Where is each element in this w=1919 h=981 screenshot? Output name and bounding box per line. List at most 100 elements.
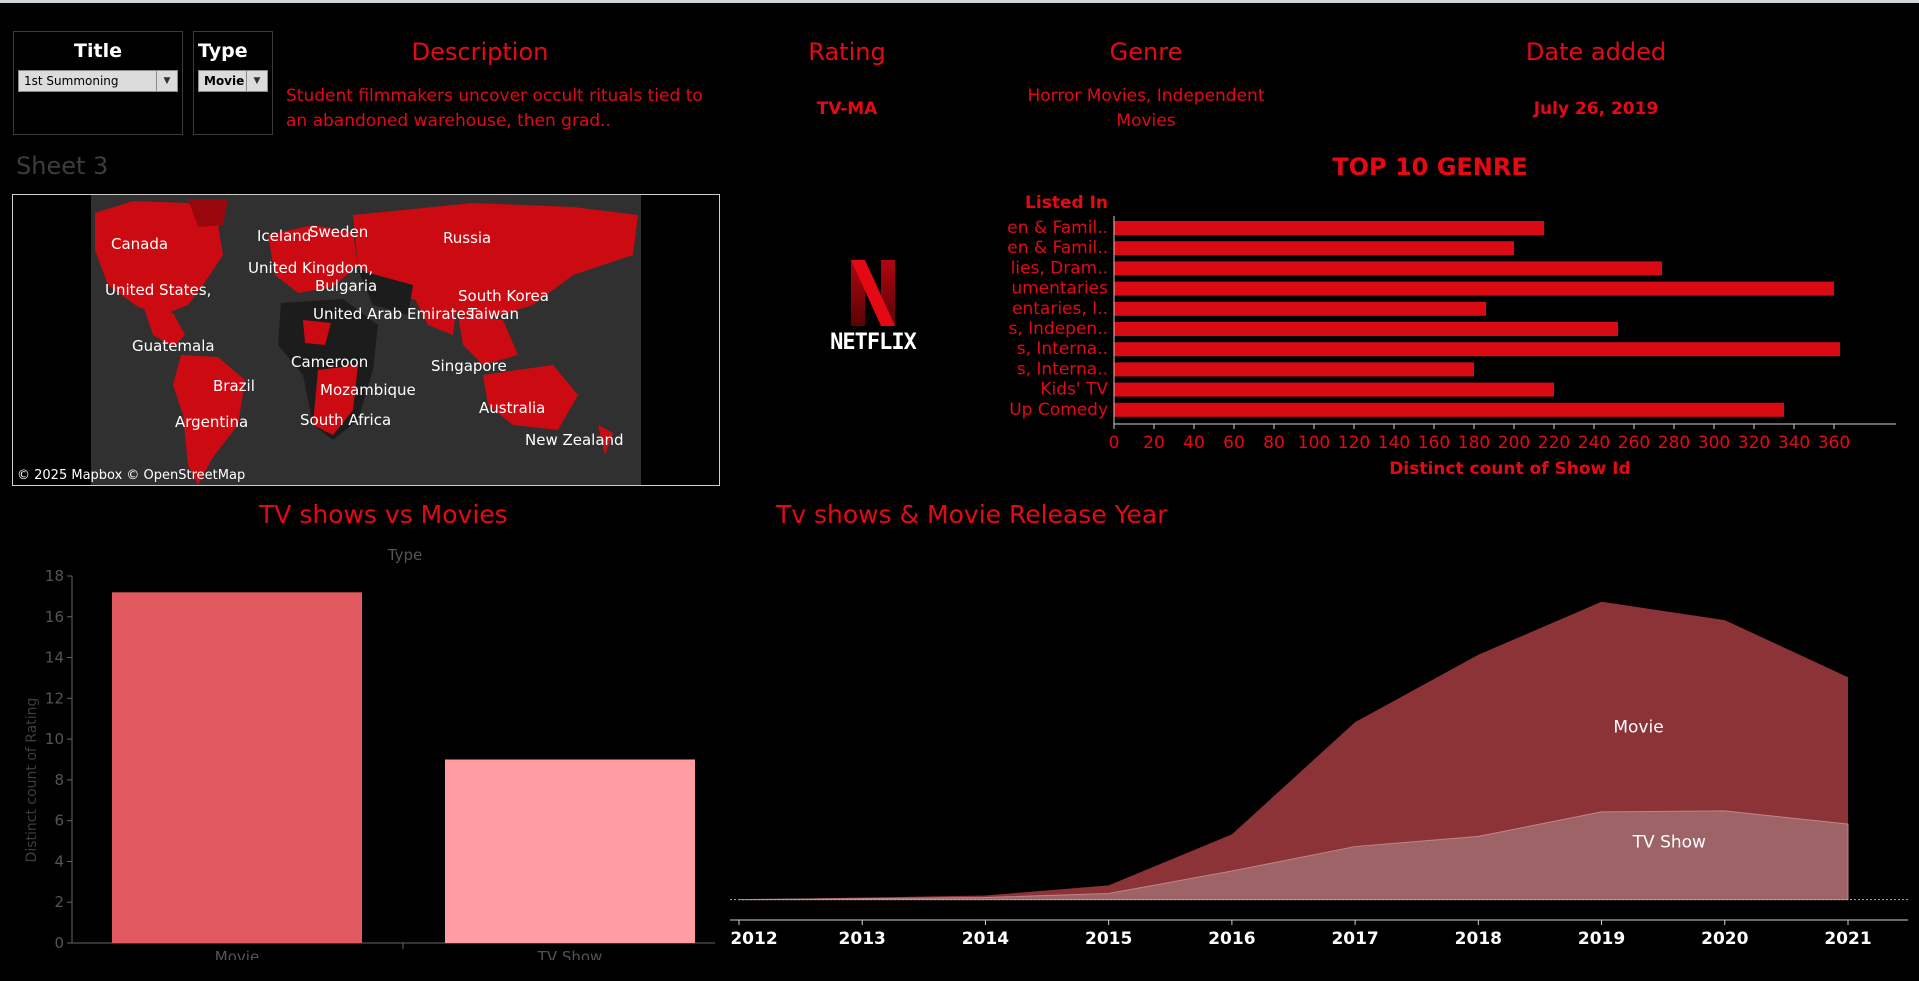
genre-category-label: Kids' TV bbox=[1040, 380, 1108, 400]
netflix-wordmark: NETFLIX bbox=[830, 330, 917, 355]
genre-chart-title: TOP 10 GENRE bbox=[1332, 153, 1528, 181]
area-x-tick-label: 2014 bbox=[962, 929, 1009, 949]
netflix-logo: NETFLIX bbox=[818, 258, 928, 368]
genre-x-tick-label: 160 bbox=[1418, 433, 1450, 453]
type-dropdown[interactable]: Movie ▼ bbox=[198, 70, 268, 92]
description-value: Student filmmakers uncover occult ritual… bbox=[286, 86, 703, 131]
title-dropdown-value: 1st Summoning bbox=[24, 74, 119, 88]
genre-x-tick-label: 80 bbox=[1263, 433, 1285, 453]
chevron-down-icon[interactable]: ▼ bbox=[156, 71, 177, 91]
genre-bar[interactable] bbox=[1114, 382, 1554, 397]
area-x-tick-label: 2012 bbox=[730, 929, 777, 949]
genre-x-tick-label: 60 bbox=[1223, 433, 1245, 453]
genre-x-tick-label: 100 bbox=[1298, 433, 1330, 453]
area-x-tick-label: 2021 bbox=[1824, 929, 1871, 949]
map-label-canada: Canada bbox=[111, 235, 169, 253]
map-label-singapore: Singapore bbox=[431, 357, 507, 375]
genre-category-label: s, Interna.. bbox=[1017, 339, 1108, 359]
genre-bar[interactable] bbox=[1114, 221, 1544, 235]
genre-x-tick-label: 280 bbox=[1658, 433, 1690, 453]
map-label-south-korea: South Korea bbox=[458, 287, 549, 305]
title-dropdown[interactable]: 1st Summoning ▼ bbox=[18, 70, 178, 92]
genre-value: Horror Movies, Independent Movies bbox=[1027, 86, 1265, 131]
type-dropdown-value: Movie bbox=[204, 74, 245, 88]
area-x-tick-label: 2020 bbox=[1701, 929, 1748, 949]
genre-bar[interactable] bbox=[1114, 342, 1840, 357]
type-bar-movie[interactable] bbox=[112, 592, 362, 943]
map-label-sweden: Sweden bbox=[309, 223, 369, 241]
type-y-tick-label: 12 bbox=[45, 689, 64, 707]
area-x-tick-label: 2017 bbox=[1331, 929, 1378, 949]
map-label-taiwan: Taiwan bbox=[468, 305, 520, 323]
genre-x-tick-label: 200 bbox=[1498, 433, 1530, 453]
rating-header: Rating bbox=[808, 38, 886, 66]
genre-category-label: en & Famil.. bbox=[1007, 218, 1108, 238]
middle-east-shape bbox=[358, 270, 413, 315]
type-x-tick-label: Movie bbox=[215, 948, 259, 960]
genre-x-tick-label: 320 bbox=[1738, 433, 1770, 453]
type-chart-title: TV shows vs Movies bbox=[259, 500, 508, 529]
map-label-uae: United Arab Emirates bbox=[313, 305, 474, 323]
map-attribution[interactable]: © 2025 Mapbox © OpenStreetMap bbox=[17, 468, 246, 483]
date-added-header: Date added bbox=[1525, 38, 1667, 66]
genre-x-tick-label: 0 bbox=[1109, 433, 1120, 453]
type-y-tick-label: 16 bbox=[45, 608, 64, 626]
map-label-russia: Russia bbox=[443, 229, 492, 247]
genre-bar[interactable] bbox=[1114, 301, 1486, 316]
top-genre-chart: TOP 10 GENRE Listed In en & Famil..en & … bbox=[1007, 153, 1896, 478]
new-zealand-shape bbox=[598, 425, 613, 455]
map-label-brazil: Brazil bbox=[213, 377, 255, 395]
map-label-guatemala: Guatemala bbox=[132, 337, 215, 355]
cameroon-shape bbox=[303, 320, 331, 345]
genre-x-tick-label: 40 bbox=[1183, 433, 1205, 453]
type-header: Type bbox=[387, 546, 422, 564]
southeast-asia-shape bbox=[458, 315, 518, 365]
africa-red-shape bbox=[313, 365, 358, 435]
type-bar-chart: Type Distinct count of Rating 0 2 4 6 8 10 12 1… bbox=[24, 546, 715, 960]
world-map[interactable]: Canada Iceland Sweden Russia United King… bbox=[12, 194, 720, 486]
type-filter-label: Type bbox=[198, 40, 248, 62]
map-label-south-africa: South Africa bbox=[300, 411, 392, 429]
area-series-label: TV Show bbox=[1632, 833, 1706, 853]
genre-bar[interactable] bbox=[1114, 261, 1662, 276]
type-bar-tv-show[interactable] bbox=[445, 759, 695, 944]
genre-category-label: Up Comedy bbox=[1009, 400, 1108, 420]
type-y-tick-label: 10 bbox=[45, 730, 64, 748]
top-border bbox=[0, 0, 1919, 3]
australia-shape bbox=[483, 365, 578, 430]
title-filter-label: Title bbox=[74, 40, 122, 62]
genre-bar[interactable] bbox=[1114, 322, 1618, 336]
area-x-tick-label: 2016 bbox=[1208, 929, 1255, 949]
genre-x-tick-label: 140 bbox=[1378, 433, 1410, 453]
genre-bar[interactable] bbox=[1114, 241, 1514, 256]
map-label-cameroon: Cameroon bbox=[291, 353, 369, 371]
map-label-bulgaria: Bulgaria bbox=[315, 277, 378, 295]
map-label-mozambique: Mozambique bbox=[320, 381, 416, 399]
area-tv-show[interactable] bbox=[738, 810, 1849, 901]
genre-x-axis-label: Distinct count of Show Id bbox=[1389, 459, 1630, 478]
area-x-tick-label: 2018 bbox=[1455, 929, 1502, 949]
type-y-tick-label: 4 bbox=[54, 852, 64, 870]
greenland-shape bbox=[188, 199, 228, 227]
genre-bar[interactable] bbox=[1114, 362, 1474, 377]
genre-bar[interactable] bbox=[1114, 281, 1834, 296]
genre-header: Genre bbox=[1109, 38, 1183, 66]
area-x-tick-label: 2013 bbox=[839, 929, 886, 949]
description-header: Description bbox=[411, 38, 549, 66]
date-added-value: July 26, 2019 bbox=[1533, 99, 1659, 119]
title-filter: Title 1st Summoning ▼ bbox=[13, 31, 183, 135]
genre-x-tick-label: 220 bbox=[1538, 433, 1570, 453]
genre-bar[interactable] bbox=[1114, 402, 1784, 417]
genre-category-label: s, Indepen.. bbox=[1008, 319, 1108, 339]
europe-shape bbox=[268, 225, 358, 293]
genre-x-tick-label: 260 bbox=[1618, 433, 1650, 453]
type-x-tick-label: TV Show bbox=[537, 948, 603, 960]
chevron-down-icon[interactable]: ▼ bbox=[246, 71, 267, 91]
genre-x-tick-label: 240 bbox=[1578, 433, 1610, 453]
genre-category-label: umentaries bbox=[1011, 279, 1108, 299]
genre-x-tick-label: 360 bbox=[1818, 433, 1850, 453]
genre-category-label: lies, Dram.. bbox=[1011, 258, 1108, 278]
area-x-tick-label: 2015 bbox=[1085, 929, 1132, 949]
genre-x-tick-label: 20 bbox=[1143, 433, 1165, 453]
central-america-shape bbox=[143, 305, 185, 347]
